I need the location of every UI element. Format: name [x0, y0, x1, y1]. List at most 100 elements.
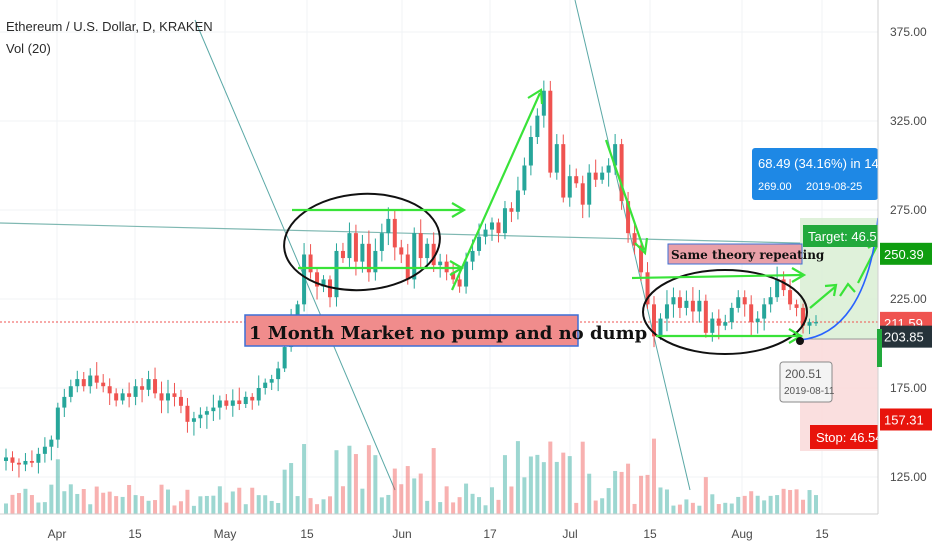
position-marker	[877, 329, 882, 367]
arrow-head	[634, 237, 649, 256]
volume-bar	[373, 455, 378, 514]
arrow-rally	[450, 92, 542, 291]
candle-body	[340, 250, 345, 259]
volume-bar	[535, 454, 540, 514]
volume-bar	[639, 475, 644, 514]
candle-body	[81, 379, 86, 387]
volume-bar	[794, 489, 799, 514]
candle-body	[729, 307, 734, 323]
price-tick: 275.00	[890, 203, 927, 217]
price-label: 250.39	[884, 247, 924, 262]
volume-bar	[457, 497, 462, 514]
volume-bar	[399, 484, 404, 514]
volume-bar	[755, 495, 760, 514]
low-label-bg	[779, 361, 833, 403]
candle-body	[742, 297, 747, 305]
candle-body	[755, 318, 760, 323]
time-tick: May	[214, 527, 237, 541]
volume-bar	[269, 500, 274, 514]
candle-body	[159, 393, 164, 401]
volume-bar	[211, 495, 216, 514]
projection-date: 2019-08-25	[806, 181, 862, 193]
volume-bar	[146, 500, 151, 514]
volume-bar	[49, 484, 54, 514]
candle-body	[548, 90, 553, 173]
volume-bar	[302, 444, 307, 514]
volume-bar	[509, 486, 514, 514]
price-label-bg	[880, 325, 932, 348]
candle-body	[321, 279, 326, 287]
volume-bar	[671, 505, 676, 514]
volume-bar	[29, 495, 34, 514]
candle-body	[68, 386, 73, 397]
volume-bar	[587, 473, 592, 514]
candle-body	[438, 261, 443, 266]
volume-bar	[159, 484, 164, 514]
volume-bar	[94, 486, 99, 514]
price-axis[interactable]: 375.00 325.00 275.00 225.00 175.00 125.00 250…	[877, 0, 932, 550]
candle-body	[554, 144, 559, 173]
candle-body	[535, 115, 540, 138]
candle-body	[224, 400, 229, 406]
volume-bar	[153, 500, 158, 514]
volume-bar	[68, 484, 73, 514]
volume-bar	[379, 497, 384, 514]
price-label-bg	[880, 242, 932, 265]
candle-body	[204, 411, 209, 415]
candle-body	[451, 272, 456, 280]
volume-bar	[477, 497, 482, 514]
time-tick: Jun	[392, 527, 411, 541]
candle-body	[652, 304, 656, 337]
volume-bar	[224, 502, 229, 514]
candle-body	[613, 144, 618, 166]
time-tick: Jul	[562, 527, 577, 541]
candle-body	[515, 190, 520, 212]
trend-line-1	[194, 19, 396, 491]
volume-bar	[762, 500, 767, 514]
repeat-note: Same theory repeating	[667, 243, 825, 265]
time-tick-labels: Apr 15 May 15 Jun 17 Jul 15 Aug 15	[48, 527, 829, 541]
volume-bar	[451, 502, 456, 514]
time-axis[interactable]: Apr 15 May 15 Jun 17 Jul 15 Aug 15	[0, 513, 878, 541]
candle-body	[347, 233, 352, 259]
candle-body	[36, 453, 41, 463]
candle-body	[386, 218, 391, 234]
volume-bar	[593, 500, 598, 514]
candle-body	[567, 176, 572, 198]
candle-body	[606, 165, 611, 173]
candle-body	[315, 272, 320, 287]
volume-bar	[788, 489, 793, 514]
volume-bar	[282, 469, 287, 514]
volume-bar	[120, 496, 125, 514]
volume-bar	[237, 487, 242, 514]
candle-body	[114, 393, 119, 401]
candle-body	[677, 297, 682, 308]
volume-bar	[347, 445, 352, 514]
note-text: 1 Month Market no pump and no dump	[249, 323, 647, 344]
candle-body	[593, 172, 598, 180]
consolidation-ellipse-1	[283, 192, 441, 292]
volume-bars	[4, 438, 818, 514]
candle-body	[580, 183, 585, 205]
note-box	[244, 314, 579, 347]
drawings	[283, 88, 882, 355]
candle-body	[541, 90, 546, 116]
candle-body	[412, 233, 417, 280]
candle-body	[684, 300, 689, 308]
volume-bar	[412, 478, 417, 514]
price-label: 203.85	[884, 330, 924, 345]
volume-bar	[801, 499, 806, 514]
low-date: 2019-08-11	[784, 386, 835, 397]
volume-bar	[360, 488, 365, 514]
candle-body	[185, 405, 190, 422]
volume-bar	[328, 496, 332, 514]
volume-bar	[781, 488, 786, 514]
volume-bar	[807, 490, 812, 514]
volume-bar	[677, 504, 682, 514]
candle-body	[457, 279, 462, 287]
candle-body	[775, 279, 780, 298]
arrow-drop	[604, 139, 646, 251]
candle-body	[781, 279, 786, 291]
time-tick: 15	[300, 527, 314, 541]
